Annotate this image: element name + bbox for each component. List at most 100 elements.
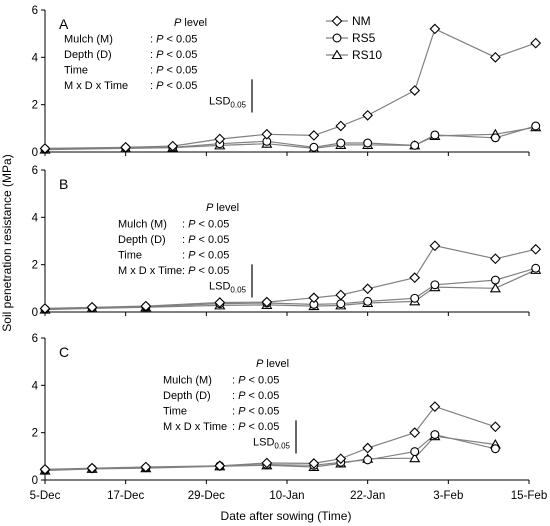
legend-marker-rs5	[332, 33, 342, 43]
data-point-nm	[120, 141, 132, 153]
data-point-rs5	[490, 444, 500, 454]
stats-header-p: P	[206, 202, 214, 214]
stats-header-p: P	[174, 17, 182, 29]
lsd-main: LSD	[209, 96, 230, 108]
lsd-subscript: 0.05	[230, 286, 246, 295]
data-point-nm	[86, 462, 98, 474]
data-point-nm	[308, 458, 320, 469]
data-point-rs5	[430, 280, 440, 290]
stats-colon: :	[150, 49, 156, 61]
stats-threshold: < 0.05	[245, 375, 279, 387]
data-point-nm	[335, 120, 347, 132]
data-point-nm	[362, 109, 374, 121]
stats-threshold: < 0.05	[195, 265, 229, 277]
y-tick-label: 6	[32, 165, 38, 177]
data-point-nm	[86, 301, 98, 313]
data-point-rs5	[363, 296, 373, 306]
stats-row-value: : P < 0.05	[182, 265, 229, 277]
legend-marker-nm	[331, 15, 343, 27]
data-point-nm	[308, 130, 320, 141]
data-point-rs5	[363, 138, 373, 148]
stats-row-label: Depth (D)	[118, 234, 166, 246]
stats-row-value: : P < 0.05	[182, 219, 229, 231]
stats-p: P	[156, 65, 164, 77]
series-line-rs5	[44, 125, 536, 150]
y-tick-label: 4	[32, 52, 39, 64]
stats-colon: :	[150, 34, 156, 46]
lsd-label: LSD0.05	[209, 281, 247, 295]
data-point-nm	[39, 303, 51, 314]
stats-p: P	[238, 406, 246, 418]
data-point-nm	[214, 133, 226, 145]
stats-row-value: : P < 0.05	[150, 65, 197, 77]
y-tick-label: 4	[32, 380, 39, 392]
legend-label-nm: NM	[352, 14, 371, 28]
data-point-nm	[140, 461, 152, 473]
legend-label-rs10: RS10	[352, 48, 382, 62]
x-tick-label: 22-Jan	[350, 490, 385, 502]
y-tick-label: 2	[32, 428, 38, 440]
data-point-nm	[214, 297, 226, 308]
data-point-nm	[140, 300, 152, 312]
stats-header-level: level	[213, 202, 239, 214]
legend: NM RS5 RS10	[326, 14, 382, 62]
data-point-nm	[490, 253, 501, 265]
data-point-rs5	[430, 130, 440, 140]
stats-colon: :	[182, 250, 188, 262]
x-tick-label: 5-Dec	[30, 490, 61, 502]
stats-header-level: level	[263, 358, 289, 370]
stats-row-label: Mulch (M)	[64, 34, 113, 46]
stats-row-label: Time	[64, 65, 88, 77]
data-point-nm	[530, 243, 542, 255]
stats-row-value: : P < 0.05	[232, 406, 279, 418]
stats-colon: :	[150, 80, 156, 92]
data-point-nm	[429, 401, 441, 413]
series-line-nm	[44, 245, 536, 309]
stats-threshold: < 0.05	[163, 65, 197, 77]
legend-marker-rs10	[331, 49, 343, 60]
y-tick-label: 2	[32, 260, 38, 272]
x-axis-label: Date after sowing (Time)	[221, 509, 352, 523]
panel-letter: A	[59, 16, 69, 32]
stats-threshold: < 0.05	[163, 34, 197, 46]
stats-p: P	[238, 421, 246, 433]
stats-threshold: < 0.05	[163, 49, 197, 61]
x-tick-label: 15-Feb	[511, 490, 547, 502]
stats-threshold: < 0.05	[195, 250, 229, 262]
y-axis-label: Soil penetration resistance (MPa)	[0, 154, 14, 331]
stats-header: P level	[206, 202, 239, 214]
data-point-rs5	[410, 447, 420, 457]
y-tick-label: 0	[32, 147, 38, 159]
y-tick-label: 0	[32, 475, 38, 487]
stats-row-label: Time	[163, 406, 187, 418]
y-tick-label: 4	[32, 212, 39, 224]
lsd-main: LSD	[209, 281, 230, 293]
stats-colon: :	[182, 265, 188, 277]
data-point-rs5	[336, 138, 346, 148]
data-point-nm	[335, 289, 347, 301]
stats-p: P	[188, 250, 196, 262]
stats-colon: :	[232, 421, 238, 433]
data-point-nm	[335, 453, 347, 465]
stats-threshold: < 0.05	[195, 219, 229, 231]
panel-letter: B	[59, 176, 68, 192]
stats-p: P	[156, 49, 164, 61]
data-point-rs10	[409, 452, 421, 463]
panel-c: 0 2 4 6 5-Dec 17-Dec 29-Dec 10-Jan 22-Jan 3-Feb 15…	[30, 333, 548, 502]
stats-p: P	[188, 265, 196, 277]
stats-colon: :	[182, 234, 188, 246]
data-point-nm	[362, 442, 374, 454]
stats-colon: :	[232, 390, 238, 402]
data-point-nm	[429, 23, 441, 35]
stats-row-value: : P < 0.05	[182, 234, 229, 246]
stats-row-label: Depth (D)	[64, 49, 112, 61]
stats-p: P	[238, 375, 246, 387]
y-tick-label: 2	[32, 100, 38, 112]
lsd-main: LSD	[253, 437, 274, 449]
stats-row-label: Mulch (M)	[118, 219, 167, 231]
stats-threshold: < 0.05	[245, 406, 279, 418]
data-point-nm	[261, 296, 273, 308]
lsd-label: LSD0.05	[253, 437, 291, 451]
